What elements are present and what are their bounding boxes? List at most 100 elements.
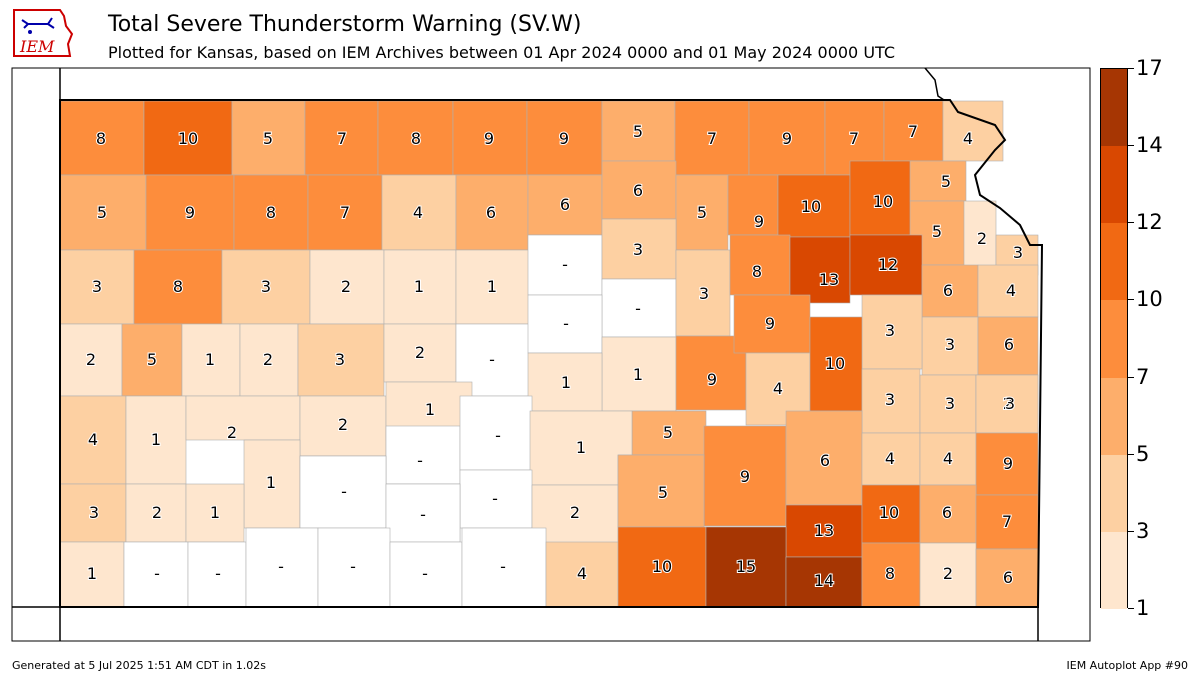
county-value-label: - bbox=[341, 482, 347, 501]
county-value-label: - bbox=[278, 557, 284, 576]
county-value-label: 5 bbox=[263, 129, 273, 148]
county-value-label: 3 bbox=[1005, 394, 1015, 413]
county-value-label: 7 bbox=[908, 122, 918, 141]
county-shape bbox=[59, 483, 127, 543]
county-shape bbox=[601, 160, 677, 220]
county-value-label: 2 bbox=[415, 343, 425, 362]
county-shape bbox=[459, 469, 533, 529]
county-shape bbox=[729, 234, 791, 296]
county-value-label: 10 bbox=[801, 197, 821, 216]
county-shape bbox=[975, 432, 1039, 496]
county-value-label: 10 bbox=[652, 557, 672, 576]
county-value-label: 5 bbox=[633, 122, 643, 141]
county-shape bbox=[123, 541, 189, 608]
county-shape bbox=[919, 432, 977, 486]
county-shape bbox=[527, 294, 603, 354]
county-value-label: 6 bbox=[820, 451, 830, 470]
county-value-label: 4 bbox=[577, 564, 587, 583]
colorbar-tick bbox=[1128, 376, 1134, 378]
county-value-label: 4 bbox=[885, 449, 895, 468]
colorbar-tick-label: 1 bbox=[1136, 596, 1150, 620]
county-value-label: 5 bbox=[932, 222, 942, 241]
county-shape bbox=[631, 410, 707, 456]
county-value-label: 2 bbox=[977, 229, 987, 248]
county-shape bbox=[705, 526, 787, 608]
chart-subtitle: Plotted for Kansas, based on IEM Archive… bbox=[108, 43, 896, 62]
county-shape bbox=[185, 395, 301, 441]
county-value-label: 5 bbox=[147, 350, 157, 369]
county-shape bbox=[233, 174, 309, 251]
county-shape bbox=[221, 249, 311, 325]
county-value-label: 3 bbox=[261, 277, 271, 296]
county-shape bbox=[59, 100, 145, 176]
county-value-label: - bbox=[154, 564, 160, 583]
county-value-label: 3 bbox=[885, 321, 895, 340]
county-value-label: 10 bbox=[873, 192, 893, 211]
colorbar-tick-label: 10 bbox=[1136, 287, 1163, 312]
colorbar-tick-label: 3 bbox=[1136, 518, 1150, 543]
county-value-label: 7 bbox=[849, 129, 859, 148]
county-shape bbox=[452, 100, 528, 176]
county-shape bbox=[145, 174, 235, 251]
county-value-label: 9 bbox=[782, 129, 792, 148]
county-value-label: 15 bbox=[736, 557, 756, 576]
county-value-label: 1 bbox=[210, 503, 220, 522]
county-value-label: 3 bbox=[1013, 243, 1023, 262]
county-value-label: 7 bbox=[1002, 512, 1012, 531]
county-shape bbox=[455, 174, 529, 251]
county-value-label: 2 bbox=[227, 423, 237, 442]
county-value-label: 4 bbox=[773, 379, 783, 398]
county-value-label: 6 bbox=[943, 281, 953, 300]
county-value-label: 8 bbox=[266, 203, 276, 222]
county-shape bbox=[789, 236, 851, 304]
colorbar-tick bbox=[1128, 222, 1134, 224]
county-shape bbox=[861, 542, 921, 608]
county-value-label: 2 bbox=[1003, 394, 1013, 413]
county-value-label: 6 bbox=[633, 181, 643, 200]
colorbar-segment bbox=[1101, 69, 1127, 147]
county-shape bbox=[526, 100, 603, 176]
county-value-label: - bbox=[341, 482, 347, 501]
county-shape bbox=[309, 249, 385, 325]
county-value-label: 10 bbox=[879, 503, 899, 522]
colorbar-tick bbox=[1128, 299, 1134, 301]
county-shape bbox=[675, 249, 731, 337]
county-shape bbox=[527, 352, 603, 412]
county-shape bbox=[861, 368, 921, 434]
county-shape bbox=[121, 323, 183, 397]
footer-generated: Generated at 5 Jul 2025 1:51 AM CDT in 1… bbox=[12, 659, 266, 672]
colorbar-tick bbox=[1128, 145, 1134, 147]
county-value-label: 4 bbox=[1006, 281, 1016, 300]
county-value-label: - bbox=[215, 564, 221, 583]
county-value-label: 3 bbox=[335, 350, 345, 369]
county-shape bbox=[733, 294, 811, 354]
county-shape bbox=[617, 454, 705, 528]
county-value-label: 9 bbox=[484, 129, 494, 148]
county-shape bbox=[975, 548, 1039, 608]
svg-text:IEM: IEM bbox=[19, 37, 55, 56]
colorbar-tick bbox=[1128, 453, 1134, 455]
colorbar-tick-label: 17 bbox=[1136, 56, 1163, 80]
county-value-label: 3 bbox=[945, 394, 955, 413]
county-value-label: - bbox=[500, 557, 506, 576]
county-value-label: 8 bbox=[752, 262, 762, 281]
county-value-label: 8 bbox=[885, 564, 895, 583]
colorbar-tick bbox=[1128, 68, 1134, 69]
county-value-label: - bbox=[420, 505, 426, 524]
county-shape bbox=[919, 484, 977, 544]
county-shape bbox=[307, 174, 383, 251]
county-value-label: 14 bbox=[814, 571, 834, 590]
county-value-label: 2 bbox=[570, 503, 580, 522]
county-value-label: 1 bbox=[425, 400, 435, 419]
county-shape bbox=[531, 484, 619, 544]
colorbar-tick-label: 5 bbox=[1136, 441, 1150, 466]
county-value-label: 1 bbox=[87, 564, 97, 583]
county-value-label: 7 bbox=[340, 203, 350, 222]
county-value-label: 6 bbox=[1003, 568, 1013, 587]
county-value-label: - bbox=[562, 255, 568, 274]
county-shape bbox=[977, 264, 1039, 318]
county-shape bbox=[601, 218, 677, 280]
county-shape bbox=[455, 249, 531, 325]
county-shape bbox=[975, 374, 1039, 434]
county-shape bbox=[133, 249, 223, 325]
